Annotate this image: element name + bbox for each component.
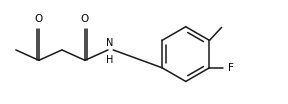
Text: N: N	[106, 38, 113, 48]
Text: O: O	[35, 14, 43, 24]
Text: F: F	[228, 63, 234, 73]
Text: O: O	[81, 14, 89, 24]
Text: H: H	[106, 55, 113, 65]
